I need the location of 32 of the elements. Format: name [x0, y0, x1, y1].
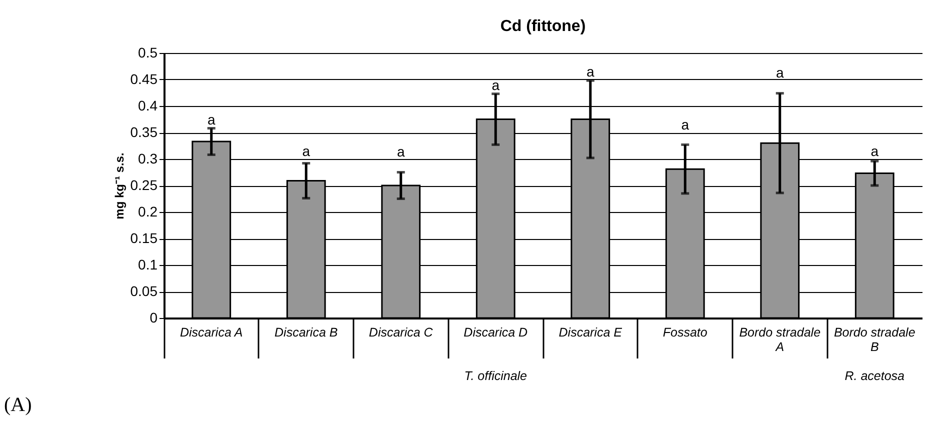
- annotation: a: [681, 116, 690, 133]
- y-tick-label: 0.2: [138, 204, 158, 220]
- annotation: a: [586, 64, 594, 80]
- x-tick-label: Discarica E: [558, 326, 623, 340]
- text: (A): [4, 394, 32, 417]
- annotation: a: [870, 143, 879, 160]
- y-tick-label: 0.1: [138, 256, 158, 272]
- y-tick-label: 0.15: [130, 230, 158, 246]
- chart-title: Cd (fittone): [500, 18, 586, 35]
- x-tick-label: Discarica D: [464, 326, 528, 340]
- y-tick-label: 0.45: [130, 71, 158, 87]
- text: T. officinale: [464, 369, 528, 383]
- x-tick-label: Bordo stradale A: [739, 326, 821, 354]
- y-tick-label: 0.4: [138, 98, 158, 114]
- annotation: a: [492, 76, 500, 93]
- y-tick-label: 0.25: [130, 177, 158, 193]
- x-tick-label: Discarica A: [180, 326, 243, 340]
- x-tick-label: Discarica B: [274, 326, 338, 340]
- annotation: a: [776, 64, 784, 80]
- x-tick-label: Fossato: [662, 326, 708, 340]
- annotation: a: [207, 111, 216, 128]
- annotation: a: [302, 143, 310, 160]
- y-tick-label: 0.3: [138, 150, 158, 166]
- y-tick-label: 0.5: [138, 44, 158, 60]
- x-tick-label: Discarica C: [368, 326, 434, 340]
- text: R. acetosa: [844, 369, 905, 383]
- y-tick-label: 0: [150, 310, 158, 326]
- y-axis-title: mg kg⁻¹ s.s.: [112, 152, 126, 220]
- y-tick-label: 0.35: [130, 124, 158, 140]
- annotation: a: [396, 143, 405, 160]
- x-tick-label: Bordo stradale B: [834, 326, 916, 354]
- y-tick-label: 0.05: [130, 283, 158, 299]
